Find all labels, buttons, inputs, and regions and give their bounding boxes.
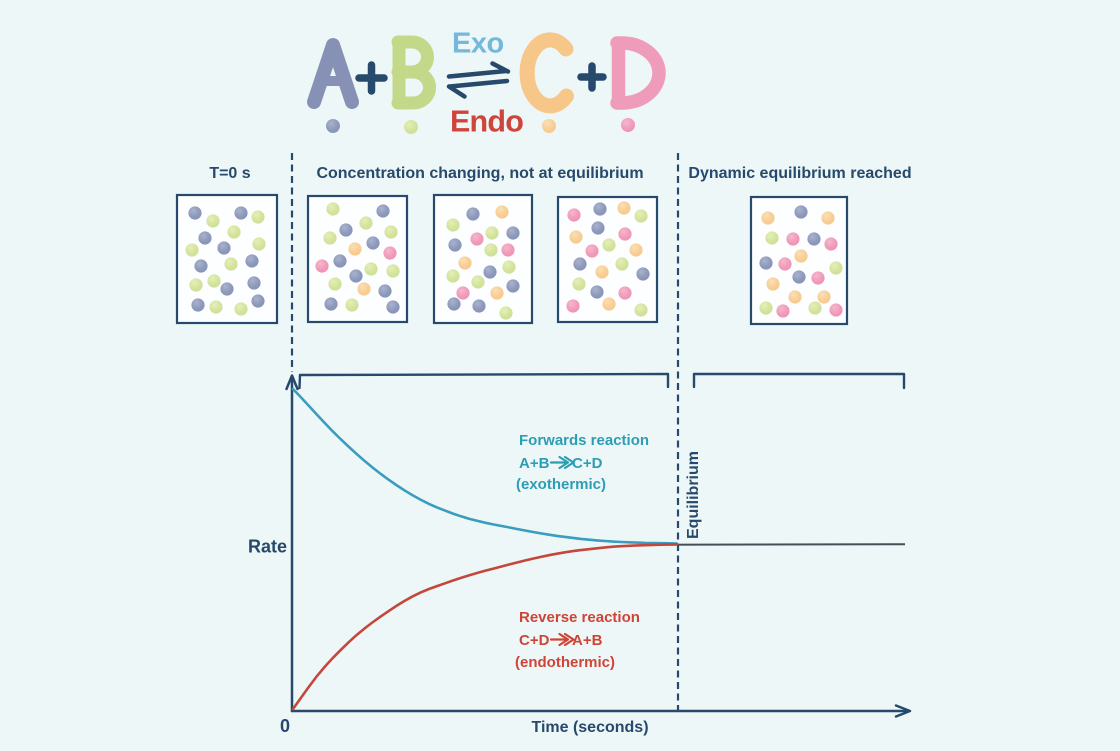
svg-text:Forwards reaction: Forwards reaction (519, 432, 649, 449)
svg-text:(exothermic): (exothermic) (516, 476, 606, 493)
svg-text:Dynamic equilibrium reached: Dynamic equilibrium reached (688, 165, 911, 182)
svg-text:Equilibrium: Equilibrium (685, 451, 702, 539)
svg-text:(endothermic): (endothermic) (515, 654, 615, 671)
svg-text:Exo: Exo (452, 28, 504, 60)
svg-text:Concentration changing, not at: Concentration changing, not at equilibri… (316, 165, 643, 182)
svg-text:C+D: C+D (519, 632, 550, 649)
svg-text:Time (seconds): Time (seconds) (531, 719, 648, 736)
svg-text:T=0 s: T=0 s (209, 165, 250, 182)
svg-text:A+B: A+B (519, 455, 550, 472)
svg-text:0: 0 (280, 716, 290, 736)
svg-text:A+B: A+B (572, 632, 603, 649)
svg-text:Endo: Endo (450, 105, 523, 139)
svg-text:C+D: C+D (572, 455, 603, 472)
svg-text:Rate: Rate (248, 537, 287, 557)
svg-text:Reverse reaction: Reverse reaction (519, 609, 640, 626)
